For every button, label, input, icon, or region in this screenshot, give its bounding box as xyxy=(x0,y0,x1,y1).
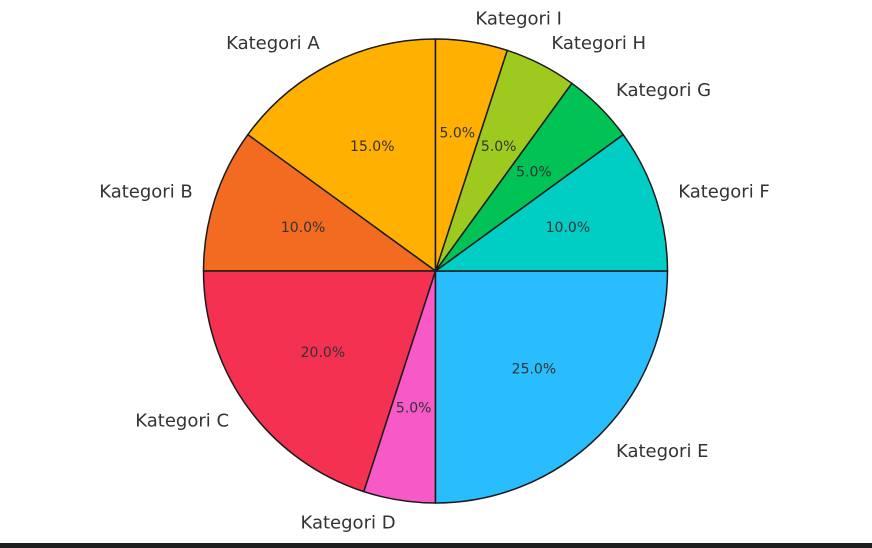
category-label: Kategori C xyxy=(135,411,229,432)
percent-label: 10.0% xyxy=(546,220,590,236)
percent-label: 5.0% xyxy=(516,165,552,181)
pie-slice-kategori-f xyxy=(434,133,669,272)
category-label: Kategori B xyxy=(99,182,193,203)
percent-labels: 15.0% 10.0% 20.0% 5.0% 25.0% 10.0% 5.0% 5.0% 5.0… xyxy=(281,126,590,417)
pie-slice-kategori-a xyxy=(247,38,437,272)
category-label: Kategori A xyxy=(226,33,320,54)
category-label: Kategori D xyxy=(300,513,395,534)
category-label: Kategori H xyxy=(551,33,646,54)
pie-slices xyxy=(202,38,669,504)
percent-label: 20.0% xyxy=(301,345,345,361)
percent-label: 5.0% xyxy=(439,126,475,142)
percent-label: 5.0% xyxy=(481,139,517,155)
category-label: Kategori G xyxy=(616,80,711,101)
category-label: Kategori I xyxy=(475,8,562,29)
pie-slice-kategori-b xyxy=(202,133,437,272)
percent-label: 25.0% xyxy=(512,361,556,377)
percent-label: 10.0% xyxy=(281,220,325,236)
pie-slice-kategori-e xyxy=(434,270,669,504)
category-labels: Kategori A Kategori B Kategori C Kategori D… xyxy=(99,8,770,533)
percent-label: 5.0% xyxy=(396,400,432,416)
percent-label: 15.0% xyxy=(350,139,394,155)
category-label: Kategori E xyxy=(616,441,709,462)
category-label: Kategori F xyxy=(678,182,770,203)
pie-slice-kategori-i xyxy=(434,38,508,272)
pie-slice-kategori-c xyxy=(202,270,437,493)
bottom-border xyxy=(0,543,872,548)
